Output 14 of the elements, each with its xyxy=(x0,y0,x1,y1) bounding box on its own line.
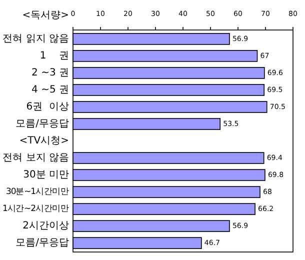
y-tick-label: 모름/무응답 xyxy=(16,238,69,249)
y-tick-label: 전혀 보지 않음 xyxy=(2,152,69,164)
y-tick-label: 4 ~5 권 xyxy=(32,84,69,96)
y-tick-label: <TV시청> xyxy=(19,136,69,146)
y-tick-label: 전혀 읽지 않음 xyxy=(2,33,69,44)
y-tick-label: 30분 미만 xyxy=(23,170,69,181)
y-tick-label: 6권 이상 xyxy=(26,101,69,112)
text: <독서량> xyxy=(22,10,69,21)
y-tick-label: 1시간~2시간미만 xyxy=(2,204,70,214)
y-tick-label: 30분~1시간미만 xyxy=(6,187,70,198)
y-tick-label: 1 권 xyxy=(40,50,69,62)
y-tick-label: 모름/무응답 xyxy=(16,118,69,130)
y-tick-label: 2 ~3 권 xyxy=(32,67,69,78)
y-tick-label: 2시간이상 xyxy=(22,220,69,232)
